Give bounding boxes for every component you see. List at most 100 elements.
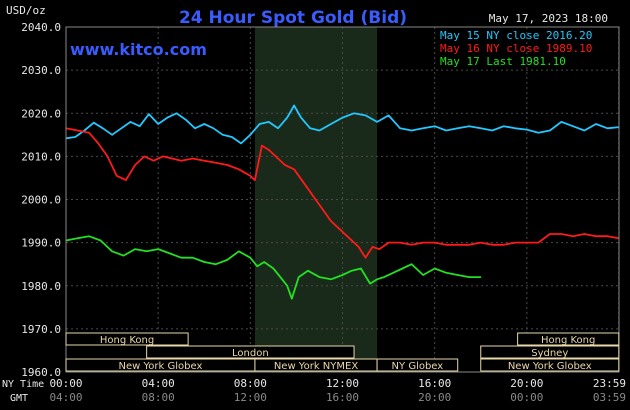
data-point xyxy=(249,257,251,259)
data-point xyxy=(514,127,516,129)
data-point xyxy=(309,127,311,129)
data-point xyxy=(120,127,122,129)
data-point xyxy=(468,276,470,278)
data-point xyxy=(392,272,394,274)
data-point xyxy=(341,117,344,119)
data-point xyxy=(111,134,113,136)
data-point xyxy=(293,168,295,170)
data-point xyxy=(254,179,256,181)
data-point xyxy=(503,125,505,127)
data-point xyxy=(514,242,516,244)
y-tick-label: 2020.0 xyxy=(21,107,61,120)
session-label: Hong Kong xyxy=(100,335,154,346)
chart-title: 24 Hour Spot Gold (Bid) xyxy=(179,8,407,28)
data-point xyxy=(353,112,355,114)
data-point xyxy=(148,113,150,115)
plot-frame xyxy=(65,26,620,373)
data-point xyxy=(261,145,263,147)
x-tick-label-ny: 00:00 xyxy=(49,377,82,390)
data-point xyxy=(106,155,109,157)
data-point xyxy=(277,127,279,129)
data-point xyxy=(88,235,90,237)
session-label: London xyxy=(232,348,269,359)
data-point xyxy=(300,117,302,119)
data-point xyxy=(226,259,228,261)
data-point xyxy=(388,242,390,244)
data-point xyxy=(378,248,380,250)
data-point xyxy=(268,121,270,123)
data-point xyxy=(97,142,99,144)
ny-time-axis-label: NY Time xyxy=(2,379,44,390)
x-tick-label-gmt: 16:00 xyxy=(326,391,359,404)
data-point xyxy=(583,129,586,132)
data-point xyxy=(371,246,374,248)
timestamp: May 17, 2023 18:00 xyxy=(489,12,608,25)
data-point xyxy=(88,132,90,134)
session-box xyxy=(517,332,620,346)
data-point xyxy=(330,278,332,280)
data-point xyxy=(111,250,113,252)
data-point xyxy=(284,164,286,166)
series-line-2 xyxy=(65,127,619,259)
data-point xyxy=(468,244,470,246)
data-point xyxy=(203,160,205,162)
data-point xyxy=(411,129,413,132)
data-point xyxy=(249,134,251,136)
data-point xyxy=(157,123,159,125)
data-point xyxy=(572,125,574,127)
session-box xyxy=(146,345,355,359)
data-point xyxy=(180,257,182,259)
x-tick-label-ny: 23:59 xyxy=(593,377,626,390)
data-point xyxy=(606,127,609,129)
data-point xyxy=(401,267,403,270)
data-point xyxy=(445,272,447,274)
x-tick-label-ny: 12:00 xyxy=(326,377,359,390)
data-point xyxy=(468,125,470,127)
data-point xyxy=(595,235,597,237)
data-point xyxy=(272,267,274,270)
data-point xyxy=(194,127,196,129)
session-box xyxy=(480,345,620,359)
website-label[interactable]: www.kitco.com xyxy=(70,40,207,59)
data-point xyxy=(231,136,233,138)
data-point xyxy=(360,267,362,270)
data-point xyxy=(321,207,323,209)
legend: May 15 NY close 2016.20 May 16 NY close … xyxy=(440,29,592,68)
data-point xyxy=(256,265,258,267)
y-tick-label: 2010.0 xyxy=(21,150,61,163)
data-point xyxy=(192,157,194,160)
data-point xyxy=(434,125,436,127)
data-point xyxy=(422,274,424,276)
data-point xyxy=(318,276,321,278)
session-label: New York Globex xyxy=(119,361,203,372)
data-point xyxy=(291,298,293,300)
data-point xyxy=(185,119,187,121)
y-tick-label: 1960.0 xyxy=(21,366,61,379)
data-point xyxy=(116,175,118,177)
data-point xyxy=(457,274,459,276)
data-point xyxy=(434,267,436,270)
data-point xyxy=(302,181,304,183)
data-point xyxy=(480,242,482,244)
y-unit-label: USD/oz xyxy=(6,4,46,17)
data-point xyxy=(457,127,459,129)
data-point xyxy=(457,244,459,246)
data-point xyxy=(549,129,551,132)
session-box xyxy=(65,332,189,346)
data-point xyxy=(134,248,136,250)
data-point xyxy=(411,244,413,246)
data-point xyxy=(259,123,261,125)
data-point xyxy=(143,155,145,157)
data-point xyxy=(307,270,309,272)
y-tick-label: 1980.0 xyxy=(21,280,61,293)
data-point xyxy=(76,129,79,132)
session-label: Hong Kong xyxy=(541,335,595,346)
data-point xyxy=(480,276,482,278)
y-tick-label: 2000.0 xyxy=(21,194,61,207)
data-point xyxy=(364,114,367,116)
data-point xyxy=(376,278,378,280)
trading-sessions: Hong Kong Hong Kong London Sydney New York G… xyxy=(65,332,620,372)
data-point xyxy=(560,233,563,235)
data-point xyxy=(411,263,413,265)
